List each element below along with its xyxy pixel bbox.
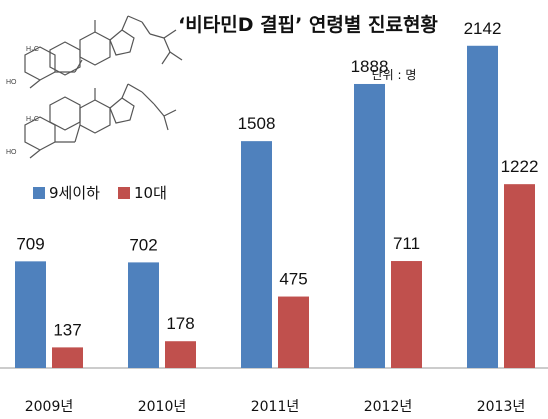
unit-note: 단위 : 명: [372, 68, 417, 82]
data-label-2-1: 137: [53, 320, 81, 339]
legend-label-series-2: 10대: [134, 184, 167, 202]
d2-methyl-label: H₃C: [26, 46, 39, 53]
bar-2-5: [504, 184, 535, 368]
bar-1-4: [354, 83, 385, 369]
data-label-1-4: 1888: [351, 57, 389, 76]
x-tick-layer: 2009년 2010년 2011년 2012년 2013년: [25, 399, 526, 415]
legend-swatch-series-2: [118, 187, 130, 199]
x-tick-label-4: 2012년: [364, 399, 413, 415]
bar-1-5: [467, 45, 498, 368]
data-label-1-2: 702: [129, 235, 157, 254]
bar-1-1: [15, 261, 46, 368]
vitamin-d3-structure-icon: [24, 83, 177, 159]
d2-hydroxyl-label: HO: [6, 79, 17, 86]
d3-methyl-label: H₃C: [26, 116, 39, 123]
vitamin-d2-structure-icon: [24, 15, 183, 89]
legend: 9세이하 10대: [33, 184, 167, 202]
data-label-2-2: 178: [166, 314, 194, 333]
data-label-2-5: 1222: [501, 157, 539, 176]
chart-title: ‘비타민D 결핍’ 연령별 진료현황: [178, 13, 438, 36]
bars-layer: 709 137 702 178 1508 475 1888 711 2142 1222: [15, 19, 539, 369]
legend-label-series-1: 9세이하: [49, 184, 100, 202]
data-label-1-1: 709: [16, 234, 44, 253]
bar-2-3: [278, 296, 309, 368]
bar-1-3: [241, 141, 272, 368]
x-tick-label-1: 2009년: [25, 399, 74, 415]
data-label-2-4: 711: [393, 234, 420, 253]
d3-hydroxyl-label: HO: [6, 149, 17, 156]
data-label-1-3: 1508: [238, 114, 276, 133]
data-label-1-5: 2142: [464, 19, 502, 38]
x-tick-label-2: 2010년: [138, 399, 187, 415]
data-label-2-3: 475: [279, 270, 307, 289]
legend-swatch-series-1: [33, 187, 45, 199]
bar-2-1: [52, 347, 83, 368]
x-tick-label-5: 2013년: [477, 399, 526, 415]
bar-1-2: [128, 262, 159, 368]
x-tick-label-3: 2011년: [251, 399, 300, 415]
bar-2-4: [391, 261, 422, 368]
bar-2-2: [165, 341, 196, 368]
